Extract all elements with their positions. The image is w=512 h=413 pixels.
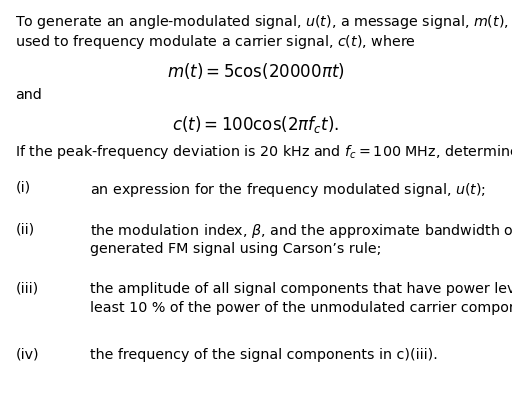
Text: the modulation index, $\beta$, and the approximate bandwidth of the: the modulation index, $\beta$, and the a… xyxy=(90,222,512,240)
Text: used to frequency modulate a carrier signal, $c(t)$, where: used to frequency modulate a carrier sig… xyxy=(15,33,416,51)
Text: (iv): (iv) xyxy=(15,348,39,362)
Text: an expression for the frequency modulated signal, $u(t)$;: an expression for the frequency modulate… xyxy=(90,181,485,199)
Text: $c(t) = 100\cos(2\pi f_c t).$: $c(t) = 100\cos(2\pi f_c t).$ xyxy=(173,114,339,135)
Text: If the peak-frequency deviation is 20 kHz and $f_c = 100$ MHz, determine:: If the peak-frequency deviation is 20 kH… xyxy=(15,143,512,161)
Text: (ii): (ii) xyxy=(15,222,35,236)
Text: the frequency of the signal components in c)(iii).: the frequency of the signal components i… xyxy=(90,348,437,362)
Text: and: and xyxy=(15,88,42,102)
Text: (i): (i) xyxy=(15,181,31,195)
Text: To generate an angle-modulated signal, $u(t)$, a message signal, $m(t)$, is: To generate an angle-modulated signal, $… xyxy=(15,13,512,31)
Text: the amplitude of all signal components that have power level of at: the amplitude of all signal components t… xyxy=(90,282,512,296)
Text: (iii): (iii) xyxy=(15,282,38,296)
Text: least 10 % of the power of the unmodulated carrier component;: least 10 % of the power of the unmodulat… xyxy=(90,301,512,316)
Text: generated FM signal using Carson’s rule;: generated FM signal using Carson’s rule; xyxy=(90,242,381,256)
Text: $m(t) = 5\cos(20000\pi t)$: $m(t) = 5\cos(20000\pi t)$ xyxy=(167,61,345,81)
